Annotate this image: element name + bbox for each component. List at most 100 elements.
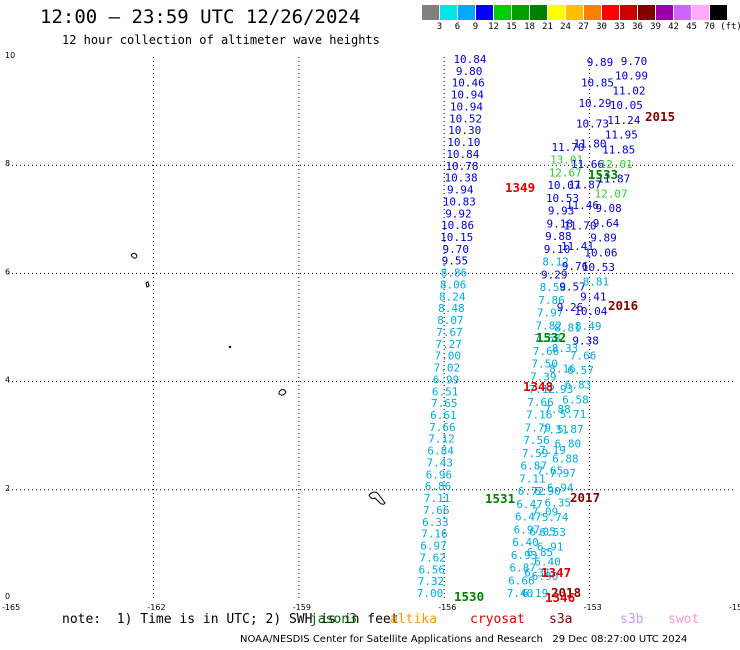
swh-value: 7.79 bbox=[525, 421, 552, 434]
swh-value: 7.93 bbox=[547, 383, 574, 396]
swh-value: 8.12 bbox=[542, 256, 569, 269]
swh-value: 9.08 bbox=[595, 202, 622, 215]
swh-value: 11.02 bbox=[612, 84, 645, 97]
swh-value: 11.70 bbox=[563, 219, 596, 232]
swh-value: 7.16 bbox=[526, 409, 553, 422]
swh-value: 7.66 bbox=[533, 345, 560, 358]
swh-value: 11.87 bbox=[597, 173, 630, 186]
swh-value: 7.82 bbox=[536, 319, 563, 332]
swh-value: 7.62 bbox=[419, 551, 446, 564]
pass-time-label: 1532 bbox=[536, 330, 566, 345]
scale-swatch bbox=[566, 5, 584, 20]
swh-value: 7.12 bbox=[529, 383, 556, 396]
swh-value: 6.56 bbox=[419, 563, 446, 576]
satellite-legend-cryosat: cryosat bbox=[470, 612, 525, 627]
scale-label: 12 bbox=[488, 22, 499, 32]
swh-value: 10.84 bbox=[453, 53, 486, 66]
swh-value: 9.88 bbox=[545, 230, 572, 243]
scale-swatch bbox=[476, 5, 494, 20]
swh-value: 9.10 bbox=[544, 243, 571, 256]
scale-label: 21 bbox=[542, 22, 553, 32]
swh-value: 6.88 bbox=[552, 452, 579, 465]
swh-value: 9.29 bbox=[541, 268, 568, 281]
swh-value: 8.33 bbox=[552, 342, 579, 355]
swh-value: 5.74 bbox=[542, 511, 569, 524]
pass-time-label: 1530 bbox=[454, 589, 484, 604]
swh-value: 7.56 bbox=[523, 434, 550, 447]
pass-time-label: 2016 bbox=[608, 298, 638, 313]
swh-value: 7.97 bbox=[537, 307, 564, 320]
swh-value: 10.84 bbox=[446, 148, 479, 161]
swh-value: 10.06 bbox=[584, 246, 617, 259]
swh-value: 7.11 bbox=[424, 492, 451, 505]
swh-value: 6.05 bbox=[529, 526, 556, 539]
swh-value: 7.11 bbox=[519, 472, 546, 485]
swh-value: 7.66 bbox=[429, 421, 456, 434]
swh-value: 7.43 bbox=[427, 456, 454, 469]
swh-value: 8.49 bbox=[575, 320, 602, 333]
satellite-legend-s3b: s3b bbox=[620, 612, 644, 627]
swh-value: 7.66 bbox=[570, 349, 597, 362]
island-maui bbox=[278, 389, 287, 396]
y-axis-label: 10 bbox=[5, 51, 15, 60]
satellite-legend-altika: altika bbox=[390, 612, 437, 627]
swh-value: 12.67 bbox=[549, 166, 582, 179]
swh-value: 6.94 bbox=[547, 482, 574, 495]
x-axis-label: -153 bbox=[584, 603, 602, 612]
scale-label: 24 bbox=[560, 22, 571, 32]
credit-line: NOAA/NESDIS Center for Satellite Applica… bbox=[240, 634, 688, 645]
swh-value: 8.81 bbox=[583, 276, 610, 289]
swh-value: 6.85 bbox=[527, 546, 554, 559]
swh-value: 7.88 bbox=[544, 403, 571, 416]
swh-value: 7.68 bbox=[534, 332, 561, 345]
swh-value: 9.64 bbox=[593, 217, 620, 230]
y-axis-label: 4 bbox=[5, 376, 10, 385]
swh-value: 6.66 bbox=[508, 574, 535, 587]
swh-value: 7.65 bbox=[537, 464, 564, 477]
swh-value: 6.93 bbox=[511, 549, 538, 562]
scale-swatch bbox=[710, 5, 728, 20]
swh-value: 9.18 bbox=[547, 217, 574, 230]
swh-value: 7.65 bbox=[431, 397, 458, 410]
swh-value: 9.57 bbox=[559, 281, 586, 294]
swh-value: 6.90 bbox=[532, 570, 559, 583]
swh-value: 6.83 bbox=[565, 379, 592, 392]
scale-unit: (ft) bbox=[720, 22, 740, 32]
swh-value: 11.24 bbox=[607, 114, 640, 127]
swh-value: 8.16 bbox=[549, 362, 576, 375]
swh-value: 9.70 bbox=[443, 243, 470, 256]
swh-value: 10.53 bbox=[582, 261, 615, 274]
swh-value: 8.06 bbox=[440, 278, 467, 291]
pass-time-label: 2015 bbox=[645, 109, 675, 124]
swh-value: 9.76 bbox=[562, 260, 589, 273]
swh-value: 9.26 bbox=[557, 301, 584, 314]
swh-value: 8.81 bbox=[554, 322, 581, 335]
swh-value: 10.94 bbox=[451, 89, 484, 102]
swh-value: 8.24 bbox=[439, 290, 466, 303]
swh-value: 6.40 bbox=[512, 536, 539, 549]
swh-value: 10.83 bbox=[443, 195, 476, 208]
swh-value: 12.01 bbox=[600, 158, 633, 171]
swh-value: 6.86 bbox=[425, 480, 452, 493]
swh-value: 7.02 bbox=[434, 362, 461, 375]
swh-value: 6.97 bbox=[514, 523, 541, 536]
x-axis-label: -162 bbox=[147, 603, 165, 612]
swh-value: 10.07 bbox=[547, 179, 580, 192]
swh-value: 11.46 bbox=[566, 199, 599, 212]
scale-swatch bbox=[440, 5, 458, 20]
swh-value: 7.86 bbox=[538, 294, 565, 307]
swh-value: 8.07 bbox=[437, 314, 464, 327]
pass-time-label: 1531 bbox=[485, 491, 515, 506]
scale-swatch bbox=[458, 5, 476, 20]
swh-value: 9.80 bbox=[456, 65, 483, 78]
swh-value: 6.87 bbox=[520, 460, 547, 473]
island-hawaii bbox=[368, 491, 386, 505]
swh-value: 10.04 bbox=[574, 305, 607, 318]
swh-value: 6.72 bbox=[518, 485, 545, 498]
swh-value: 6.47 bbox=[516, 498, 543, 511]
swh-value: 7.32 bbox=[418, 575, 445, 588]
x-axis-label: -150 bbox=[729, 603, 740, 612]
swh-value: 7.31 bbox=[542, 424, 569, 437]
swh-value: 13.01 bbox=[550, 154, 583, 167]
